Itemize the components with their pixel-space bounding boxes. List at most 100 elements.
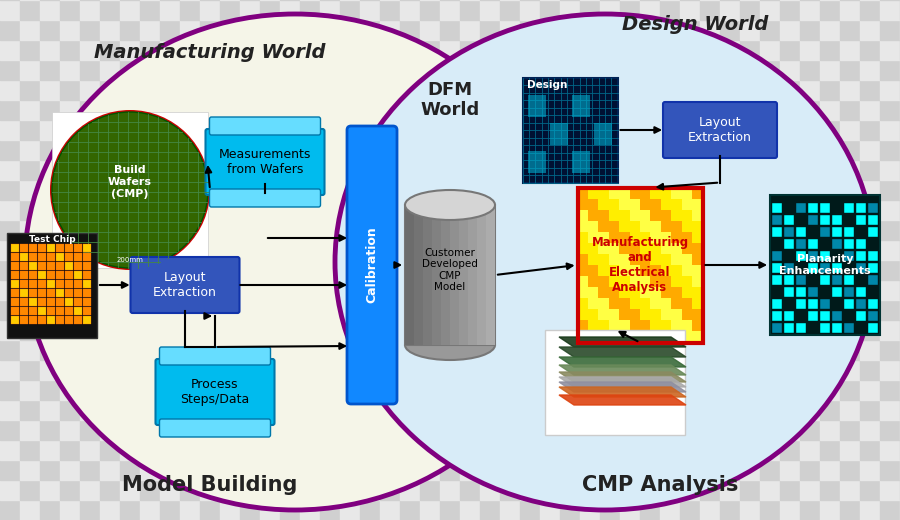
Bar <box>260 500 280 520</box>
Bar <box>0 160 20 180</box>
Bar <box>580 280 600 300</box>
Bar <box>300 200 320 220</box>
Bar <box>65 243 73 252</box>
Bar <box>860 340 880 360</box>
Bar <box>820 240 840 260</box>
Bar <box>820 323 830 333</box>
Bar <box>720 60 740 80</box>
Bar <box>460 400 480 420</box>
Bar <box>540 0 560 20</box>
Bar <box>480 80 500 100</box>
Bar <box>200 60 220 80</box>
Bar <box>220 200 240 220</box>
Bar <box>240 220 260 240</box>
Bar <box>651 265 661 276</box>
Bar <box>440 80 460 100</box>
FancyBboxPatch shape <box>663 102 777 158</box>
Bar <box>844 215 854 225</box>
Bar <box>868 239 878 249</box>
Bar <box>180 100 200 120</box>
Bar <box>140 200 160 220</box>
Bar <box>140 60 160 80</box>
Bar <box>540 500 560 520</box>
Bar <box>300 40 320 60</box>
Bar <box>440 380 460 400</box>
Bar <box>320 420 340 440</box>
Bar <box>620 440 640 460</box>
Bar <box>160 60 180 80</box>
Bar <box>660 140 680 160</box>
Bar <box>700 0 720 20</box>
Bar <box>671 254 681 265</box>
Bar <box>840 260 860 280</box>
Bar <box>420 100 440 120</box>
Bar <box>651 320 661 331</box>
Bar <box>320 440 340 460</box>
Bar <box>280 200 300 220</box>
Bar <box>320 300 340 320</box>
Bar <box>832 323 842 333</box>
Bar <box>340 300 360 320</box>
Bar <box>38 297 46 305</box>
Bar <box>220 20 240 40</box>
Bar <box>60 0 80 20</box>
Bar <box>772 215 782 225</box>
Bar <box>680 280 700 300</box>
Bar <box>820 287 830 297</box>
Bar <box>760 200 780 220</box>
Bar <box>832 215 842 225</box>
Bar <box>38 289 46 296</box>
Bar <box>540 460 560 480</box>
Bar <box>520 400 540 420</box>
Bar <box>300 480 320 500</box>
Bar <box>840 240 860 260</box>
Bar <box>140 180 160 200</box>
Bar <box>420 40 440 60</box>
Bar <box>420 420 440 440</box>
Bar <box>20 380 40 400</box>
Bar <box>600 200 620 220</box>
Bar <box>720 40 740 60</box>
Bar <box>700 260 720 280</box>
Bar <box>100 380 120 400</box>
Bar <box>720 140 740 160</box>
Bar <box>844 227 854 237</box>
Bar <box>720 460 740 480</box>
Bar <box>120 300 140 320</box>
Bar <box>740 480 760 500</box>
Text: Build
Wafers
(CMP): Build Wafers (CMP) <box>108 165 152 199</box>
Bar <box>860 180 880 200</box>
Bar <box>660 320 680 340</box>
Bar <box>280 80 300 100</box>
Bar <box>661 298 671 309</box>
Bar <box>740 340 760 360</box>
Bar <box>100 440 120 460</box>
Bar <box>680 40 700 60</box>
Bar <box>300 160 320 180</box>
Bar <box>40 500 60 520</box>
Bar <box>740 280 760 300</box>
Bar <box>640 480 660 500</box>
Bar <box>578 188 703 343</box>
Bar <box>772 263 782 273</box>
Bar <box>40 0 60 20</box>
Bar <box>760 80 780 100</box>
Bar <box>20 480 40 500</box>
Bar <box>100 140 120 160</box>
Bar <box>880 340 900 360</box>
FancyBboxPatch shape <box>210 189 320 207</box>
Bar <box>520 440 540 460</box>
Bar <box>432 205 441 345</box>
Bar <box>240 180 260 200</box>
Bar <box>856 275 866 285</box>
Bar <box>11 262 19 269</box>
Bar <box>280 120 300 140</box>
Bar <box>820 203 830 213</box>
Bar <box>20 120 40 140</box>
Bar <box>820 160 840 180</box>
Bar <box>700 360 720 380</box>
Bar <box>860 20 880 40</box>
Bar <box>300 260 320 280</box>
Bar <box>760 220 780 240</box>
Bar <box>600 160 620 180</box>
